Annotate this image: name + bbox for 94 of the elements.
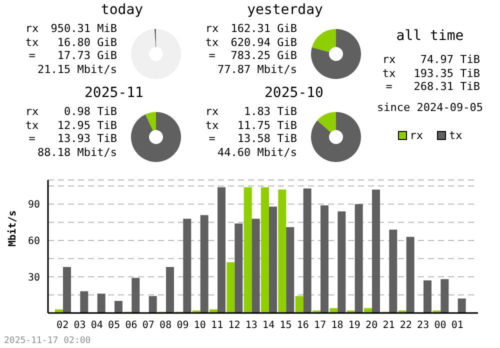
text: 21.15 Mbit/s — [36, 62, 117, 76]
chart-title: 2025-10 — [263, 85, 324, 101]
donut-slice — [317, 112, 336, 132]
text: = 13.58 TiB — [208, 132, 297, 145]
bar — [63, 267, 71, 313]
bar — [261, 187, 269, 313]
bar — [354, 204, 363, 313]
x-tick-label: 20 — [366, 320, 378, 332]
bar — [286, 227, 294, 313]
donut-slice — [131, 29, 181, 79]
text: rx 162.31 GiB — [205, 22, 297, 36]
chart-title: 2025-11 — [83, 85, 144, 101]
text: tx 12.95 TiB — [25, 118, 117, 132]
x-tick-label: 03 — [74, 320, 86, 332]
bar — [320, 205, 328, 313]
text: 88.18 Mbit/s — [36, 146, 117, 159]
donut-slice — [311, 29, 361, 79]
bar — [330, 308, 338, 313]
x-tick-label: 23 — [417, 320, 430, 332]
x-tick-label: 07 — [142, 320, 154, 332]
donut-slice — [131, 112, 181, 162]
text: tx 620.94 GiB — [205, 36, 297, 49]
text: tx 11.75 TiB — [205, 118, 297, 132]
x-tick-label: 04 — [90, 320, 103, 332]
donut-slice — [311, 112, 361, 162]
bar — [148, 296, 157, 313]
bar — [278, 190, 286, 313]
text: all time — [395, 28, 465, 44]
bar — [338, 211, 346, 313]
x-tick-label: 22 — [400, 320, 412, 332]
x-tick-label: 09 — [176, 320, 189, 332]
bar — [183, 218, 192, 313]
y-tick-label: 60 — [28, 236, 40, 248]
x-tick-label: 16 — [296, 320, 309, 332]
text: 44.60 Mbit/s — [216, 146, 297, 159]
x-tick-label: 05 — [108, 320, 120, 332]
bar — [252, 218, 260, 313]
text: rx 0.98 TiB — [25, 105, 117, 118]
y-tick-label: 90 — [28, 200, 40, 211]
text: since 2024-09-05 — [376, 101, 484, 114]
x-tick-label: 21 — [382, 320, 395, 332]
bar — [226, 262, 235, 313]
donut-slice — [145, 112, 156, 131]
text: 77.87 Mbit/s — [216, 62, 297, 76]
text: tx 193.35 TiB — [382, 66, 480, 80]
text: = 783.25 GiB — [208, 49, 297, 62]
bar — [295, 296, 304, 313]
chart-title: yesterday — [246, 2, 324, 18]
x-tick-label: 00 — [434, 320, 446, 332]
text: rx 950.31 MiB — [25, 22, 117, 36]
legend-label: tx — [449, 129, 462, 142]
bar — [97, 294, 106, 313]
chart-title: today — [100, 2, 144, 18]
x-tick-label: 19 — [348, 320, 360, 332]
bar — [364, 308, 372, 313]
bar — [424, 280, 432, 313]
bar — [269, 206, 277, 313]
text: = 268.31 TiB — [386, 80, 480, 93]
text: = 17.73 GiB — [28, 49, 117, 62]
text: = 13.93 TiB — [28, 132, 117, 145]
bar — [458, 298, 466, 313]
bar — [200, 215, 208, 313]
text: rx 74.97 TiB — [382, 53, 480, 66]
x-tick-label: 15 — [280, 320, 292, 332]
text: rx 1.83 TiB — [205, 105, 297, 118]
bar — [440, 279, 449, 313]
x-tick-label: 08 — [160, 320, 172, 332]
donut-slice — [312, 29, 336, 52]
bar — [244, 187, 252, 313]
text: tx 16.80 GiB — [25, 36, 117, 48]
bar — [132, 278, 140, 313]
y-axis-title: Mbit/s — [6, 210, 19, 246]
x-tick-label: 01 — [451, 320, 464, 332]
text: 2025-11-17 02:00 — [4, 336, 91, 346]
bar — [389, 230, 398, 313]
x-tick-label: 06 — [125, 320, 138, 332]
x-tick-label: 11 — [211, 320, 224, 332]
bar — [303, 188, 312, 313]
bar — [218, 187, 226, 313]
x-tick-label: 14 — [262, 320, 275, 332]
bar — [114, 300, 122, 313]
bar — [372, 190, 380, 313]
bar — [80, 291, 88, 313]
x-tick-label: 13 — [245, 320, 258, 332]
x-tick-label: 12 — [228, 320, 240, 332]
x-tick-label: 10 — [194, 320, 206, 332]
bar — [234, 224, 243, 313]
y-tick-label: 30 — [28, 272, 40, 284]
x-tick-label: 18 — [331, 320, 344, 332]
x-tick-label: 17 — [314, 320, 326, 332]
x-tick-label: 02 — [56, 320, 69, 332]
bar — [406, 236, 414, 313]
bar — [166, 267, 174, 313]
legend-label: rx — [410, 129, 423, 142]
